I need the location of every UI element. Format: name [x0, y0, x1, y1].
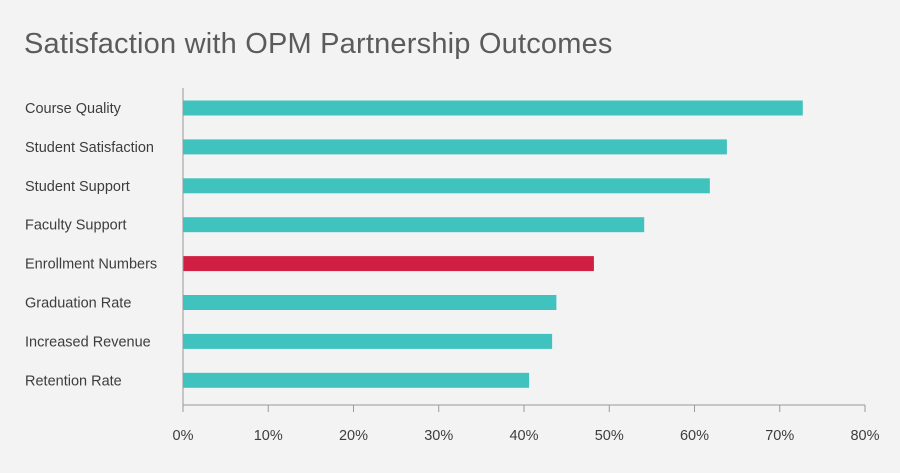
- category-label: Graduation Rate: [25, 296, 131, 312]
- category-label: Increased Revenue: [25, 334, 151, 350]
- bar: [183, 372, 530, 388]
- category-label: Faculty Support: [25, 218, 127, 234]
- x-tick-label: 20%: [339, 428, 368, 444]
- category-label: Student Support: [25, 179, 130, 195]
- x-tick-label: 80%: [850, 428, 879, 444]
- bar: [183, 333, 553, 349]
- x-tick-label: 70%: [765, 428, 794, 444]
- bar: [183, 100, 803, 116]
- bar: [183, 178, 710, 194]
- bar: [183, 139, 727, 155]
- bar: [183, 217, 645, 233]
- x-tick-label: 30%: [424, 428, 453, 444]
- chart-title: Satisfaction with OPM Partnership Outcom…: [24, 28, 613, 60]
- x-tick-label: 10%: [254, 428, 283, 444]
- category-label: Course Quality: [25, 101, 122, 117]
- category-label: Retention Rate: [25, 373, 122, 389]
- bar: [183, 256, 594, 272]
- category-label: Student Satisfaction: [25, 140, 154, 156]
- x-tick-label: 60%: [680, 428, 709, 444]
- x-tick-label: 40%: [509, 428, 538, 444]
- bar: [183, 295, 557, 310]
- x-tick-label: 0%: [173, 428, 194, 444]
- category-label: Enrollment Numbers: [25, 257, 157, 273]
- x-tick-label: 50%: [595, 428, 624, 444]
